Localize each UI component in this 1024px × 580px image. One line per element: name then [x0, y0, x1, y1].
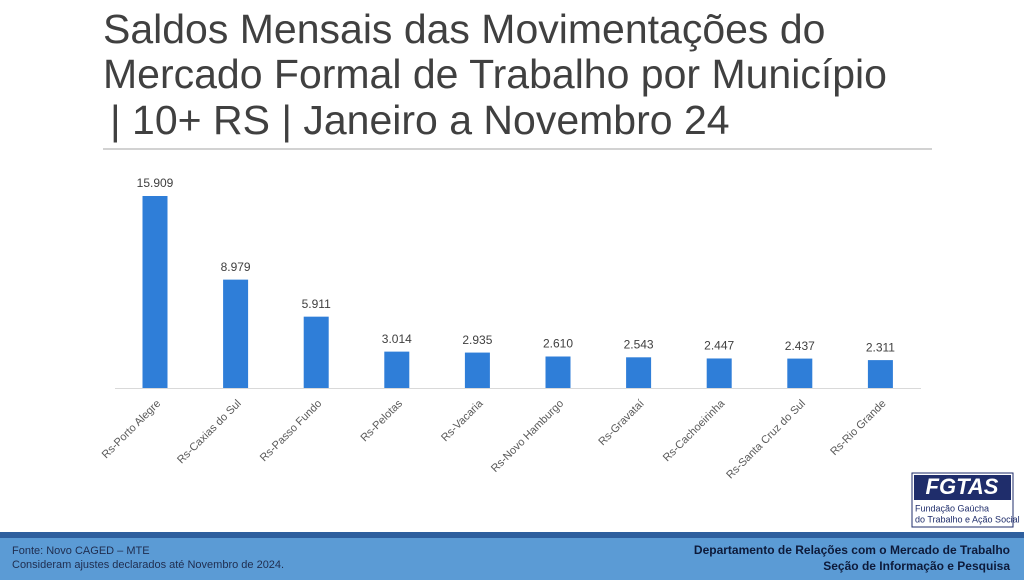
bar [464, 352, 490, 388]
x-tick-label: Rs-Passo Fundo [258, 398, 324, 464]
footer-band [0, 538, 1024, 580]
title-line: Saldos Mensais das Movimentações do [103, 6, 825, 52]
x-tick-label: Rs-Pelotas [358, 397, 405, 444]
footer-stripe [0, 532, 1024, 538]
logo-subtitle: Fundação Gaúcha [915, 503, 989, 513]
data-label: 15.909 [137, 176, 174, 190]
data-label: 2.311 [866, 340, 895, 354]
bar [142, 196, 168, 388]
logo-band [914, 475, 1011, 500]
x-tick-label: Rs-Porto Alegre [100, 398, 163, 461]
section: Seção de Informação e Pesquisa [823, 559, 1010, 573]
x-tick-label: Rs-Novo Hamburgo [489, 398, 566, 475]
data-label: 2.437 [785, 339, 815, 353]
data-label: 2.447 [704, 339, 734, 353]
x-tick-label: Rs-Santa Cruz do Sul [724, 398, 808, 482]
data-label: 2.610 [543, 337, 573, 351]
bar [867, 360, 893, 388]
bar [626, 357, 652, 388]
data-label: 2.543 [624, 337, 654, 351]
bar [706, 358, 732, 388]
bar [223, 279, 249, 388]
note: Consideram ajustes declarados até Novemb… [12, 559, 285, 571]
data-label: 2.935 [462, 333, 492, 347]
bar [303, 316, 329, 388]
data-label: 3.014 [382, 332, 412, 346]
bar [787, 358, 813, 388]
logo-name: FGTAS [926, 474, 999, 499]
bar [545, 356, 571, 388]
x-tick-label: Rs-Caxias do Sul [175, 398, 244, 467]
x-tick-label: Rs-Rio Grande [828, 398, 888, 458]
logo-subtitle: do Trabalho e Ação Social [915, 514, 1020, 524]
title-line: | 10+ RS | Janeiro a Novembro 24 [110, 97, 730, 143]
bar [384, 351, 410, 388]
source: Fonte: Novo CAGED – MTE [12, 545, 150, 557]
title-line: Mercado Formal de Trabalho por Município [103, 51, 887, 97]
x-tick-label: Rs-Vacaria [439, 397, 486, 444]
data-label: 5.911 [302, 297, 331, 311]
x-tick-label: Rs-Cachoeirinha [661, 397, 728, 464]
data-label: 8.979 [221, 260, 251, 274]
department: Departamento de Relações com o Mercado d… [693, 543, 1010, 557]
x-tick-label: Rs-Gravataí [596, 398, 646, 448]
